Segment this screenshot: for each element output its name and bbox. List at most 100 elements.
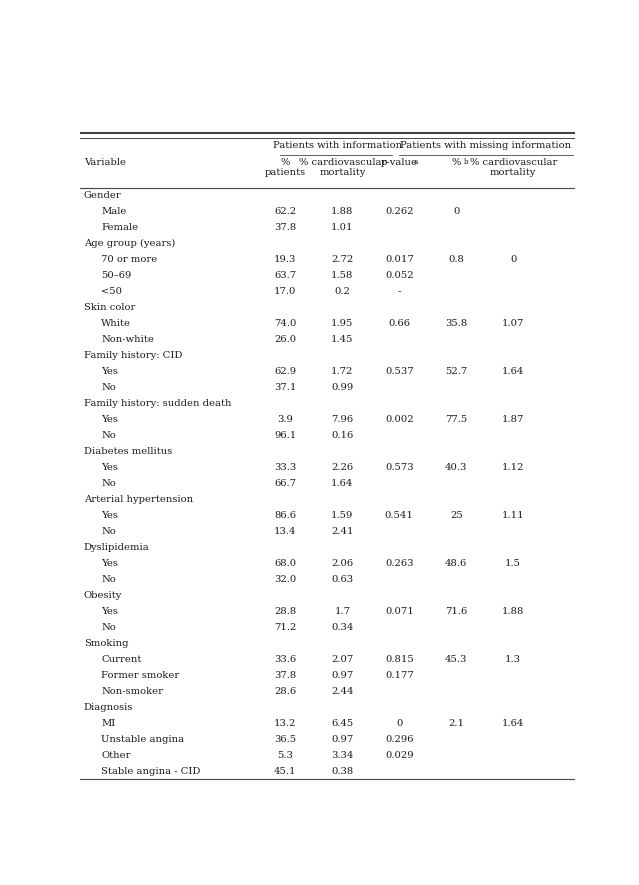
- Text: Stable angina - CID: Stable angina - CID: [101, 767, 201, 776]
- Text: 1.01: 1.01: [331, 223, 353, 233]
- Text: White: White: [101, 319, 131, 328]
- Text: 13.2: 13.2: [274, 719, 296, 728]
- Text: 2.41: 2.41: [331, 527, 353, 536]
- Text: %: %: [452, 158, 461, 167]
- Text: 1.72: 1.72: [331, 367, 353, 376]
- Text: 17.0: 17.0: [274, 288, 296, 296]
- Text: Age group (years): Age group (years): [84, 239, 175, 249]
- Text: Diagnosis: Diagnosis: [84, 703, 133, 712]
- Text: 32.0: 32.0: [274, 575, 296, 584]
- Text: 62.2: 62.2: [274, 207, 296, 217]
- Text: 0: 0: [396, 719, 403, 728]
- Text: 0.071: 0.071: [385, 607, 413, 616]
- Text: 0.63: 0.63: [331, 575, 353, 584]
- Text: 68.0: 68.0: [274, 559, 296, 568]
- Text: Other: Other: [101, 751, 130, 760]
- Text: 2.26: 2.26: [331, 463, 353, 473]
- Text: %
patients: % patients: [265, 158, 306, 177]
- Text: p-value: p-value: [381, 158, 418, 167]
- Text: No: No: [101, 383, 116, 392]
- Text: 0.537: 0.537: [385, 367, 413, 376]
- Text: 45.3: 45.3: [445, 655, 468, 664]
- Text: MI: MI: [101, 719, 116, 728]
- Text: 50–69: 50–69: [101, 272, 132, 281]
- Text: b: b: [464, 158, 468, 166]
- Text: 1.7: 1.7: [334, 607, 350, 616]
- Text: Non-smoker: Non-smoker: [101, 687, 163, 696]
- Text: 3.34: 3.34: [331, 751, 353, 760]
- Text: 1.88: 1.88: [502, 607, 525, 616]
- Text: Male: Male: [101, 207, 127, 217]
- Text: Yes: Yes: [101, 607, 118, 616]
- Text: Gender: Gender: [84, 191, 121, 201]
- Text: 19.3: 19.3: [274, 256, 296, 265]
- Text: 37.1: 37.1: [274, 383, 296, 392]
- Text: 13.4: 13.4: [274, 527, 296, 536]
- Text: 1.64: 1.64: [331, 479, 353, 489]
- Text: 2.07: 2.07: [331, 655, 353, 664]
- Text: 1.87: 1.87: [502, 415, 525, 424]
- Text: Unstable angina: Unstable angina: [101, 735, 184, 744]
- Text: % cardiovascular
mortality: % cardiovascular mortality: [298, 158, 386, 177]
- Text: 0.029: 0.029: [385, 751, 413, 760]
- Text: 1.3: 1.3: [505, 655, 521, 664]
- Text: 0.052: 0.052: [385, 272, 413, 281]
- Text: 37.8: 37.8: [274, 223, 296, 233]
- Text: 0.38: 0.38: [331, 767, 353, 776]
- Text: 0.16: 0.16: [331, 431, 353, 440]
- Text: 0.99: 0.99: [331, 383, 353, 392]
- Text: Patients with missing information: Patients with missing information: [401, 142, 571, 150]
- Text: 63.7: 63.7: [274, 272, 296, 281]
- Text: 0.66: 0.66: [389, 319, 410, 328]
- Text: 2.72: 2.72: [331, 256, 353, 265]
- Text: 33.3: 33.3: [274, 463, 296, 473]
- Text: 7.96: 7.96: [331, 415, 353, 424]
- Text: 1.88: 1.88: [331, 207, 353, 217]
- Text: 2.44: 2.44: [331, 687, 353, 696]
- Text: 2.06: 2.06: [331, 559, 353, 568]
- Text: 0.34: 0.34: [331, 623, 353, 632]
- Text: Yes: Yes: [101, 559, 118, 568]
- Text: 0.017: 0.017: [385, 256, 413, 265]
- Text: 96.1: 96.1: [274, 431, 296, 440]
- Text: 52.7: 52.7: [445, 367, 467, 376]
- Text: No: No: [101, 431, 116, 440]
- Text: Current: Current: [101, 655, 142, 664]
- Text: No: No: [101, 479, 116, 489]
- Text: % cardiovascular
mortality: % cardiovascular mortality: [470, 158, 557, 177]
- Text: Family history: CID: Family history: CID: [84, 351, 182, 360]
- Text: Yes: Yes: [101, 415, 118, 424]
- Text: 35.8: 35.8: [445, 319, 467, 328]
- Text: Former smoker: Former smoker: [101, 671, 180, 680]
- Text: 1.07: 1.07: [502, 319, 525, 328]
- Text: 6.45: 6.45: [331, 719, 353, 728]
- Text: 0.177: 0.177: [385, 671, 413, 680]
- Text: <50: <50: [101, 288, 122, 296]
- Text: 1.5: 1.5: [505, 559, 521, 568]
- Text: 1.95: 1.95: [331, 319, 353, 328]
- Text: 37.8: 37.8: [274, 671, 296, 680]
- Text: -: -: [397, 288, 401, 296]
- Text: No: No: [101, 527, 116, 536]
- Text: Diabetes mellitus: Diabetes mellitus: [84, 447, 172, 457]
- Text: 74.0: 74.0: [274, 319, 296, 328]
- Text: 48.6: 48.6: [445, 559, 467, 568]
- Text: 0.573: 0.573: [385, 463, 413, 473]
- Text: 71.6: 71.6: [445, 607, 467, 616]
- Text: Yes: Yes: [101, 463, 118, 473]
- Text: Family history: sudden death: Family history: sudden death: [84, 399, 231, 408]
- Text: 1.58: 1.58: [331, 272, 353, 281]
- Text: 0.815: 0.815: [385, 655, 413, 664]
- Text: 1.64: 1.64: [502, 367, 525, 376]
- Text: 0.2: 0.2: [334, 288, 350, 296]
- Text: 0.541: 0.541: [385, 512, 413, 520]
- Text: a: a: [413, 158, 417, 166]
- Text: 33.6: 33.6: [274, 655, 296, 664]
- Text: Yes: Yes: [101, 512, 118, 520]
- Text: 86.6: 86.6: [274, 512, 296, 520]
- Text: 62.9: 62.9: [274, 367, 296, 376]
- Text: 28.6: 28.6: [274, 687, 296, 696]
- Text: 36.5: 36.5: [274, 735, 296, 744]
- Text: 5.3: 5.3: [277, 751, 293, 760]
- Text: No: No: [101, 575, 116, 584]
